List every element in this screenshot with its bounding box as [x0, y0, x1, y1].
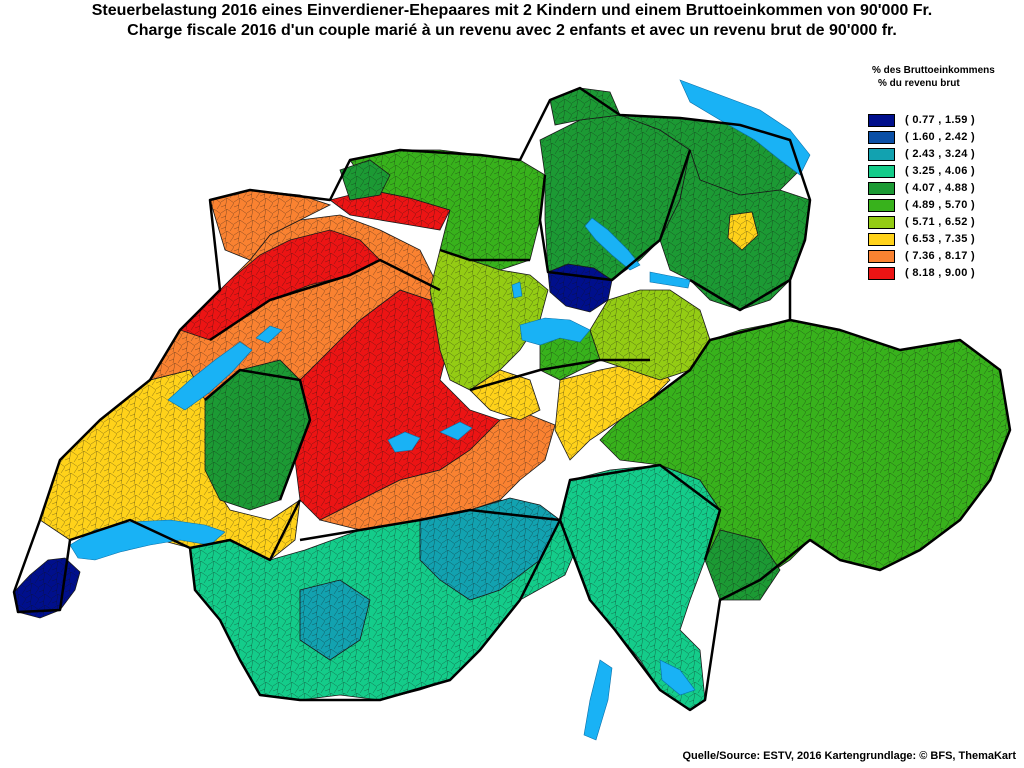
- legend-label: ( 0.77 , 1.59 ): [905, 114, 975, 126]
- legend: % des Bruttoeinkommens % du revenu brut …: [868, 64, 1018, 282]
- legend-item: ( 8.18 , 9.00 ): [868, 265, 1018, 281]
- legend-swatch: [868, 131, 895, 144]
- legend-item: ( 0.77 , 1.59 ): [868, 112, 1018, 128]
- legend-swatch: [868, 216, 895, 229]
- legend-swatch: [868, 165, 895, 178]
- legend-item: ( 2.43 , 3.24 ): [868, 146, 1018, 162]
- legend-item: ( 3.25 , 4.06 ): [868, 163, 1018, 179]
- legend-swatch: [868, 267, 895, 280]
- legend-swatch: [868, 233, 895, 246]
- legend-item: ( 4.89 , 5.70 ): [868, 197, 1018, 213]
- legend-label: ( 5.71 , 6.52 ): [905, 216, 975, 228]
- legend-swatch: [868, 199, 895, 212]
- legend-heading-fr: % du revenu brut: [868, 77, 1018, 90]
- legend-label: ( 1.60 , 2.42 ): [905, 131, 975, 143]
- legend-item: ( 4.07 , 4.88 ): [868, 180, 1018, 196]
- municipality-texture: [430, 250, 548, 390]
- legend-label: ( 8.18 , 9.00 ): [905, 267, 975, 279]
- legend-swatch: [868, 250, 895, 263]
- legend-heading-de: % des Bruttoeinkommens: [868, 64, 1018, 77]
- legend-label: ( 4.07 , 4.88 ): [905, 182, 975, 194]
- legend-label: ( 7.36 , 8.17 ): [905, 250, 975, 262]
- legend-swatch: [868, 182, 895, 195]
- lake-sempach: [512, 282, 522, 298]
- legend-label: ( 4.89 , 5.70 ): [905, 199, 975, 211]
- legend-item: ( 1.60 , 2.42 ): [868, 129, 1018, 145]
- legend-label: ( 3.25 , 4.06 ): [905, 165, 975, 177]
- legend-item: ( 6.53 , 7.35 ): [868, 231, 1018, 247]
- lake-maggiore: [584, 660, 612, 740]
- legend-swatch: [868, 148, 895, 161]
- legend-label: ( 6.53 , 7.35 ): [905, 233, 975, 245]
- legend-label: ( 2.43 , 3.24 ): [905, 148, 975, 160]
- legend-item: ( 5.71 , 6.52 ): [868, 214, 1018, 230]
- legend-swatch: [868, 114, 895, 127]
- legend-list: ( 0.77 , 1.59 ) ( 1.60 , 2.42 ) ( 2.43 , 3…: [868, 112, 1018, 281]
- source-credit: Quelle/Source: ESTV, 2016 Kartengrundlag…: [682, 750, 1016, 762]
- municipality-regions: [14, 88, 1010, 710]
- legend-item: ( 7.36 , 8.17 ): [868, 248, 1018, 264]
